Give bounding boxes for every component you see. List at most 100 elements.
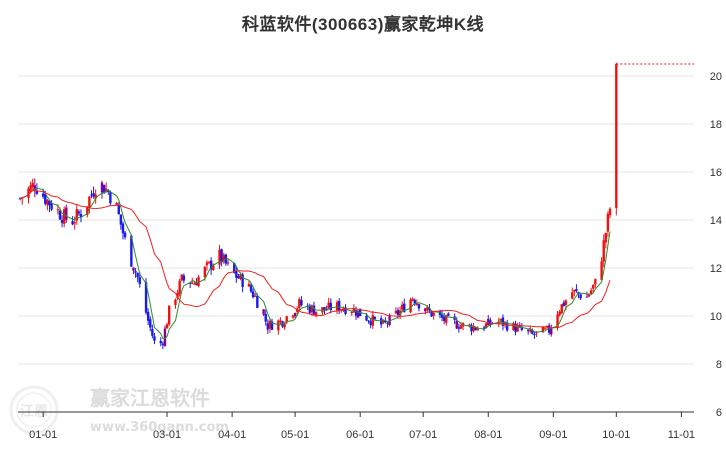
candle-body: [323, 307, 326, 311]
candle-body: [354, 310, 358, 316]
candle-body: [367, 320, 370, 322]
candle-body: [209, 260, 213, 270]
candle-body: [50, 203, 53, 210]
candle-body: [459, 325, 463, 329]
candle-body: [470, 325, 473, 332]
candle-body: [426, 307, 429, 310]
axes: [18, 411, 694, 417]
candle-body: [237, 276, 240, 279]
candle-body: [592, 284, 595, 289]
candle-body: [430, 310, 433, 317]
candle-body: [102, 185, 106, 194]
x-tick-labels: 01-01 03-01 04-01 05-01 06-01 07-01 08-01 09-01…: [29, 429, 695, 441]
candle-body: [226, 262, 230, 264]
candle-body: [197, 277, 200, 287]
candle-body: [90, 194, 93, 196]
candle-body: [487, 318, 490, 325]
candle-body: [153, 336, 156, 341]
candle-body: [41, 193, 45, 197]
candle-body: [195, 282, 198, 286]
candle-body: [222, 254, 225, 262]
candle-body: [388, 314, 391, 326]
candle-body: [545, 325, 549, 328]
y-tick-14: 14: [710, 215, 722, 227]
watermark-url: www.360gann.com: [90, 420, 229, 435]
candle-body: [520, 326, 524, 330]
candle-body: [149, 319, 152, 328]
candle-body: [262, 309, 265, 315]
candle-body: [409, 299, 412, 313]
candle-body: [484, 323, 488, 329]
candle-body: [293, 312, 297, 317]
candle-body: [533, 334, 536, 336]
candle-body: [541, 326, 545, 333]
y-tick-labels: 6 8 10 12 14 16 18 20: [710, 71, 722, 419]
candle-body: [193, 283, 196, 285]
candle-body: [94, 194, 97, 199]
candle-body: [65, 207, 68, 220]
candle-body: [516, 325, 519, 332]
candle-body: [62, 209, 66, 224]
candle-body: [398, 310, 402, 316]
candle-body: [369, 321, 372, 325]
candle-body: [432, 312, 435, 316]
candle-body: [365, 315, 368, 321]
candle-body: [442, 316, 446, 321]
candle-body: [455, 320, 458, 329]
y-tick-10: 10: [710, 311, 722, 323]
candle-body: [212, 265, 215, 270]
candle-body: [457, 327, 461, 329]
candle-body: [182, 275, 186, 281]
candle-body: [176, 292, 179, 299]
x-tick-10-01: 10-01: [602, 429, 630, 441]
candle-body: [266, 323, 270, 330]
candle-body: [560, 304, 563, 314]
candle-body: [107, 191, 110, 193]
x-tick-07-01: 07-01: [409, 429, 437, 441]
candle-body: [298, 299, 301, 308]
candle-body: [165, 324, 169, 329]
candle-body: [138, 277, 141, 285]
candle-body: [600, 261, 603, 280]
candle-body: [604, 233, 608, 243]
candle-body: [573, 289, 576, 292]
candle-body: [291, 315, 295, 318]
candle-body: [445, 315, 448, 323]
candle-body: [314, 311, 318, 316]
y-tick-12: 12: [710, 263, 722, 275]
candle-body: [558, 311, 561, 316]
candle-body: [526, 329, 530, 332]
candle-body: [476, 328, 479, 331]
candle-body: [564, 300, 568, 305]
candle-body: [344, 307, 347, 315]
candle-body: [123, 232, 127, 238]
candle-body: [342, 309, 345, 311]
candle-body: [424, 308, 427, 312]
candle-body: [104, 188, 108, 192]
candle-body: [31, 182, 34, 188]
candle-body: [29, 185, 32, 191]
x-tick-05-01: 05-01: [281, 429, 309, 441]
candle-body: [167, 305, 171, 325]
candle-body: [373, 316, 377, 320]
candle-body: [71, 221, 74, 225]
candle-body: [86, 206, 89, 215]
candle-body: [60, 219, 64, 223]
y-tick-16: 16: [710, 167, 722, 179]
chart-title: 科蓝软件(300663)赢家乾坤K线: [241, 15, 485, 34]
candle-body: [382, 320, 385, 324]
candle-body: [115, 202, 118, 206]
watermark-seal-logo: 江恩: [9, 385, 59, 435]
candle-body: [75, 209, 78, 221]
candle-body: [136, 273, 139, 278]
candle-body: [254, 295, 257, 297]
candle-body: [447, 313, 450, 316]
y-tick-6: 6: [716, 407, 722, 419]
candle-body: [335, 302, 339, 311]
candle-body: [151, 328, 154, 336]
candle-body: [615, 64, 618, 208]
candle-body: [268, 320, 272, 329]
candle-body: [191, 282, 194, 284]
candle-body: [134, 271, 137, 273]
x-tick-11-01: 11-01: [668, 429, 695, 441]
